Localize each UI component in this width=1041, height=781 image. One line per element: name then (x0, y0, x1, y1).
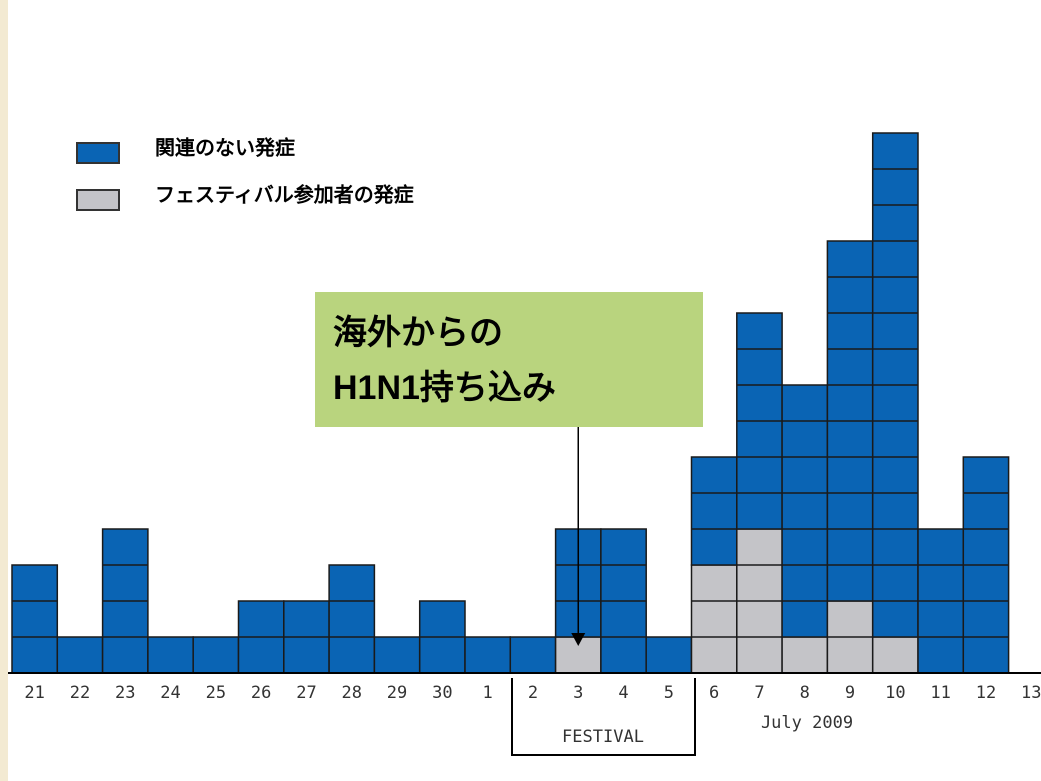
bar-segment (328, 564, 376, 674)
x-tick-label: 29 (387, 683, 407, 703)
bar-segment (11, 564, 59, 674)
x-tick-label: 13 (1021, 683, 1041, 703)
annotation-arrowhead (571, 633, 586, 646)
x-tick-label: 1 (483, 683, 493, 703)
bar-segment (690, 564, 738, 674)
x-tick-label: 6 (709, 683, 719, 703)
x-tick-label: 4 (618, 683, 628, 703)
left-edge (0, 0, 8, 781)
x-tick-label: 12 (976, 683, 996, 703)
month-label: July 2009 (761, 713, 853, 733)
x-tick-label: 24 (160, 683, 180, 703)
annotation-line: H1N1持ち込み (333, 369, 556, 407)
bar-segment (690, 456, 738, 566)
bar-segment (509, 636, 557, 674)
x-tick-label: 30 (432, 683, 452, 703)
bar-segment (56, 636, 104, 674)
x-tick-label: 11 (930, 683, 950, 703)
annotation-line: 海外からの (333, 314, 503, 352)
x-tick-label: 22 (70, 683, 90, 703)
x-tick-label: 23 (115, 683, 135, 703)
bar-segment (781, 384, 829, 638)
x-tick-label: 10 (885, 683, 905, 703)
x-tick-label: 25 (206, 683, 226, 703)
x-tick-label: 9 (845, 683, 855, 703)
legend-label: 関連のない発症 (155, 135, 295, 159)
x-tick-label: 7 (754, 683, 764, 703)
bar-segment (464, 636, 512, 674)
x-tick-label: 3 (573, 683, 583, 703)
bar-segment (781, 636, 829, 674)
x-tick-label: 28 (342, 683, 362, 703)
bar-segment (192, 636, 240, 674)
legend-swatch (76, 142, 120, 164)
legend-label: フェスティバル参加者の発症 (155, 182, 414, 206)
x-tick-label: 5 (664, 683, 674, 703)
bar-segment (871, 636, 919, 674)
x-tick-label: 26 (251, 683, 271, 703)
annotation-box (315, 292, 703, 427)
x-tick-label: 8 (800, 683, 810, 703)
legend-swatch (76, 189, 120, 211)
bar-segment (645, 636, 693, 674)
x-tick-label: 21 (24, 683, 44, 703)
festival-bracket (511, 678, 696, 756)
period-label: FESTIVAL (562, 727, 644, 747)
x-tick-label: 27 (296, 683, 316, 703)
x-tick-label: 2 (528, 683, 538, 703)
bar-segment (373, 636, 421, 674)
bar-segment (147, 636, 194, 674)
